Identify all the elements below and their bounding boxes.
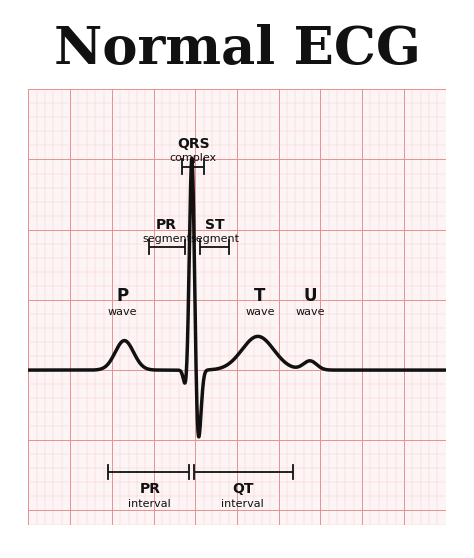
Text: Normal ECG: Normal ECG	[54, 23, 420, 75]
Text: segment: segment	[142, 234, 191, 244]
Text: QT: QT	[232, 483, 254, 497]
Text: T: T	[254, 287, 265, 305]
Text: interval: interval	[221, 498, 264, 508]
Text: U: U	[303, 287, 317, 305]
Text: wave: wave	[108, 307, 137, 318]
Text: PR: PR	[156, 218, 177, 232]
Text: complex: complex	[170, 153, 217, 163]
Text: PR: PR	[139, 483, 160, 497]
Text: segment: segment	[190, 234, 239, 244]
Text: P: P	[116, 287, 128, 305]
Text: ST: ST	[205, 218, 224, 232]
Text: wave: wave	[295, 307, 325, 318]
Text: interval: interval	[128, 498, 171, 508]
Text: QRS: QRS	[177, 137, 210, 151]
Text: wave: wave	[245, 307, 275, 318]
